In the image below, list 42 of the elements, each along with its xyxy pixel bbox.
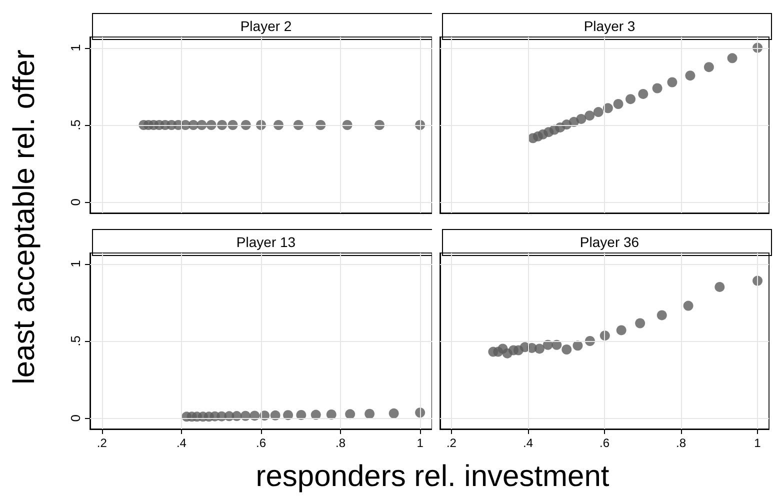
y-tick-label: 1 xyxy=(68,44,83,52)
point xyxy=(704,62,714,72)
point xyxy=(572,340,583,351)
y-tick-label: 1 xyxy=(68,260,83,268)
point xyxy=(602,103,613,114)
x-tick-label: .2 xyxy=(96,436,108,450)
x-tick-label: .4 xyxy=(176,436,187,450)
point xyxy=(534,344,544,354)
point xyxy=(593,107,604,118)
chart-title: Player 2 xyxy=(240,18,292,34)
y-tick-label: 0 xyxy=(68,414,83,422)
point xyxy=(652,83,662,94)
x-axis-title: responders rel. investment xyxy=(254,460,610,494)
x-tick-label: 1 xyxy=(416,436,424,450)
x-tick-label: .6 xyxy=(599,436,610,450)
x-tick-label: .8 xyxy=(676,436,686,450)
point xyxy=(613,99,624,109)
point xyxy=(727,53,738,64)
chart-title: Player 36 xyxy=(580,234,640,250)
point xyxy=(683,300,694,311)
point xyxy=(667,77,678,88)
point xyxy=(714,282,725,292)
point xyxy=(576,114,586,124)
point xyxy=(562,344,572,354)
chart-title: Player 13 xyxy=(236,234,296,250)
x-tick-label: .4 xyxy=(522,436,534,450)
y-axis-title: least acceptable rel. offer xyxy=(8,48,42,386)
y-tick-label: .5 xyxy=(68,120,83,130)
point xyxy=(638,88,648,99)
point xyxy=(685,70,696,81)
y-tick-label: .5 xyxy=(68,336,83,346)
x-tick-label: .2 xyxy=(446,436,457,450)
point xyxy=(616,325,626,336)
point xyxy=(626,94,636,104)
point xyxy=(584,110,595,121)
chart-title: Player 3 xyxy=(584,18,636,34)
x-tick-label: .6 xyxy=(256,436,266,450)
x-tick-label: .8 xyxy=(336,436,346,450)
x-tick-label: 1 xyxy=(754,436,762,450)
point xyxy=(635,318,646,328)
point xyxy=(656,310,667,320)
y-tick-label: 0 xyxy=(68,198,83,206)
